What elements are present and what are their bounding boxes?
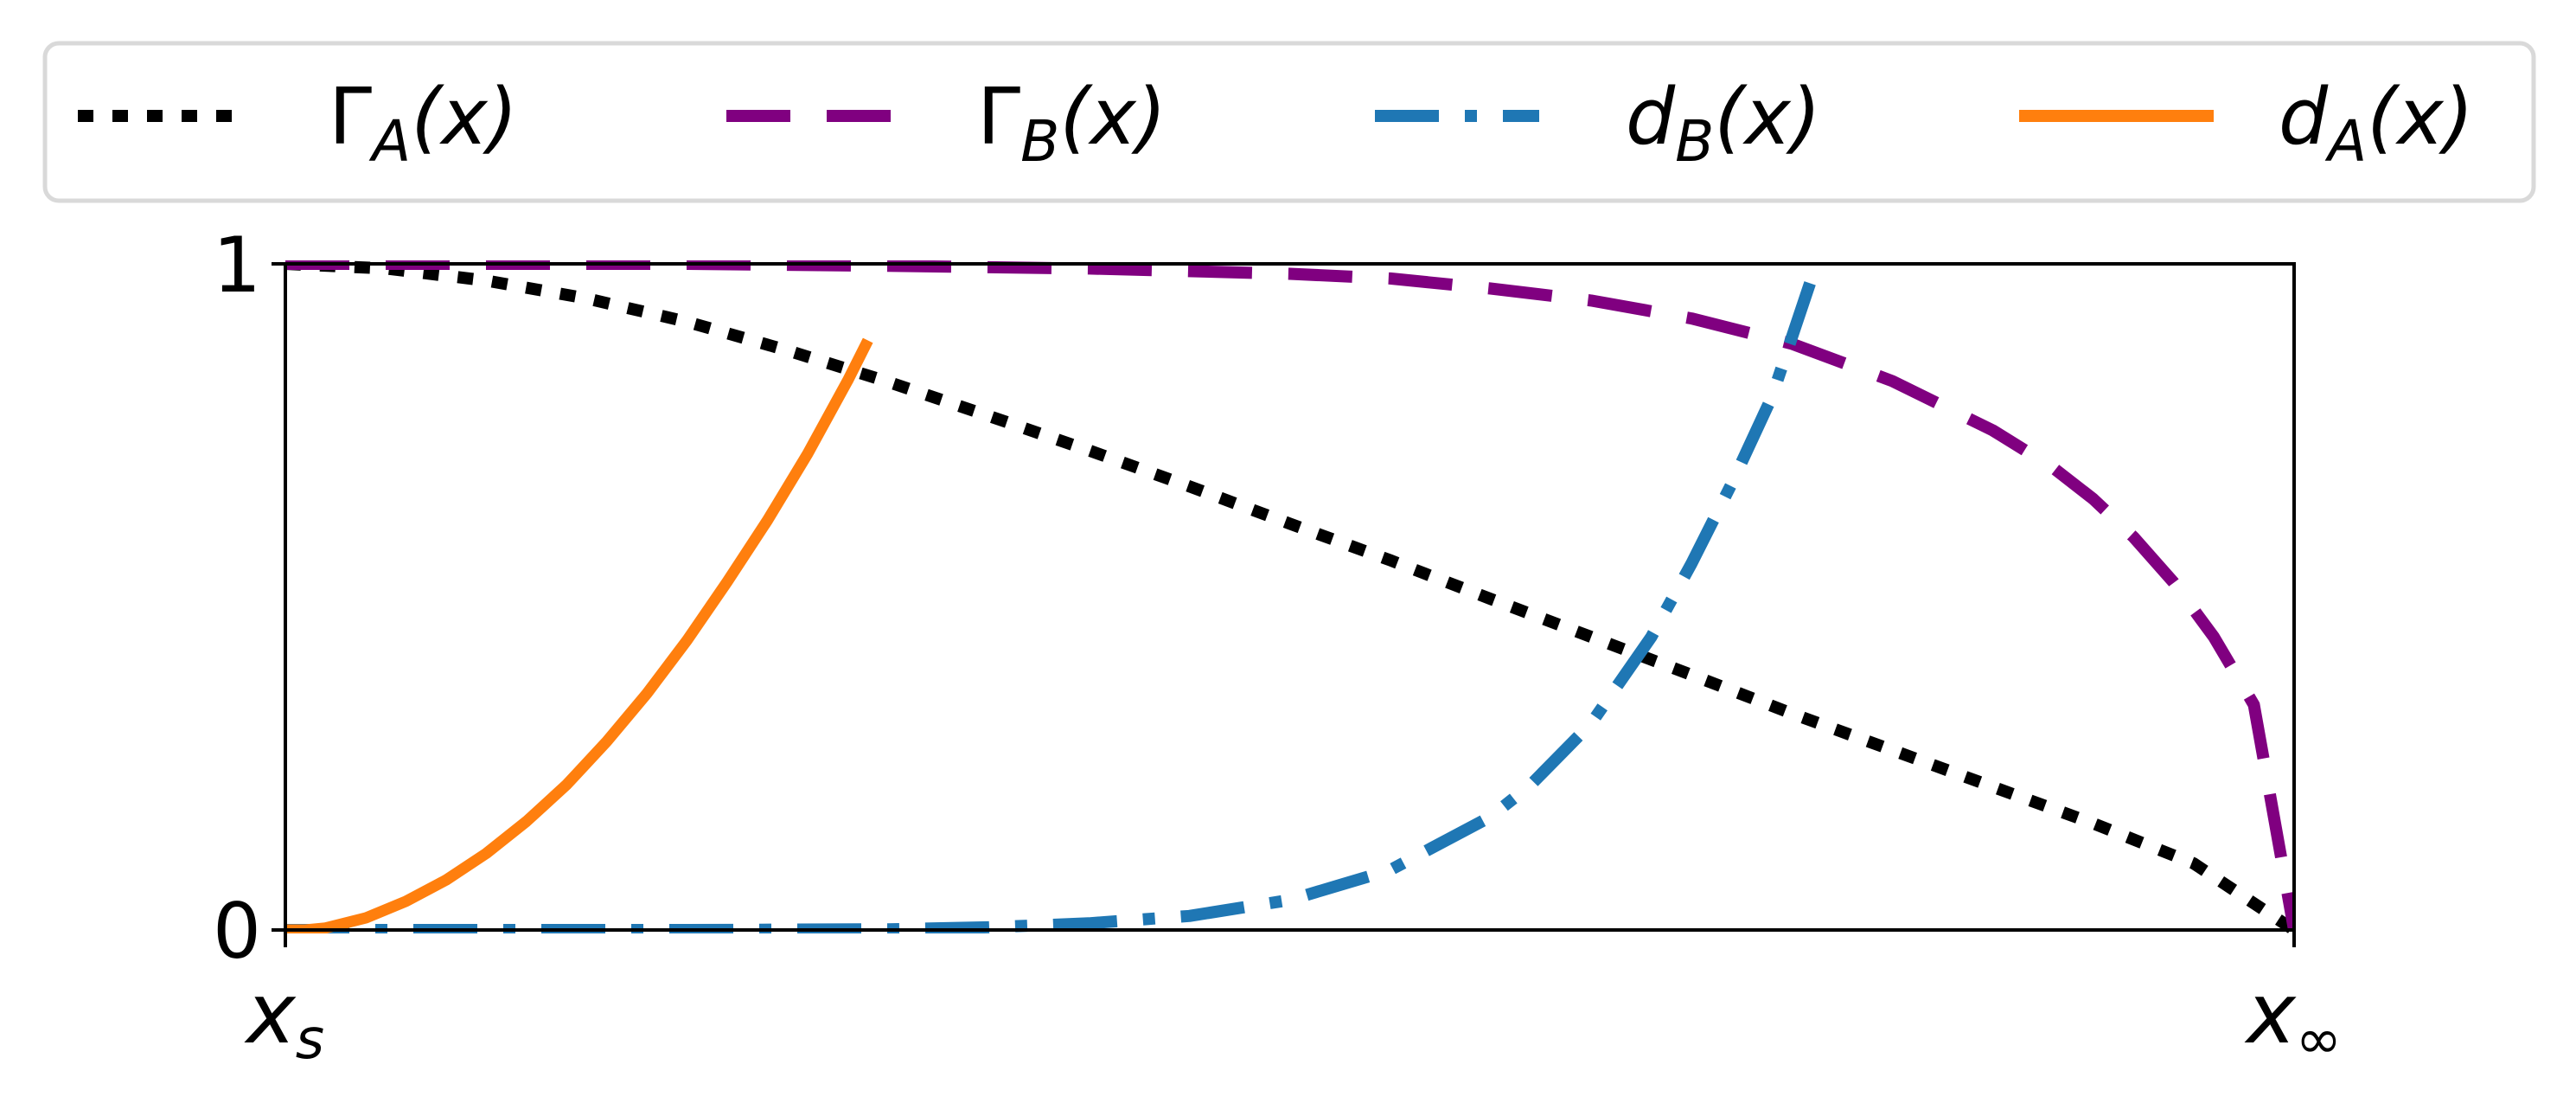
legend-entry-2: dB(x) <box>1375 72 1821 175</box>
axes-frame <box>284 262 2296 932</box>
x-tick-label: x∞ <box>2244 965 2342 1072</box>
legend-label: dB(x) <box>1626 72 1821 175</box>
x-tick-label: xs <box>244 965 324 1072</box>
series-line-3 <box>285 337 873 933</box>
series-line-1 <box>285 260 2294 932</box>
legend-frame <box>42 41 2536 203</box>
legend-label: ΓB(x) <box>977 72 1167 175</box>
legend-label: ΓA(x) <box>329 72 518 175</box>
legend-entry-3: dA(x) <box>2019 72 2474 175</box>
plot-area: 0 1 xs x∞ <box>213 221 2342 1072</box>
legend-entry-1: ΓB(x) <box>726 72 1167 175</box>
legend: ΓA(x) ΓB(x) dB(x) dA(x) <box>42 41 2536 203</box>
series-layer <box>285 260 2294 933</box>
legend-entry-0: ΓA(x) <box>78 72 518 175</box>
series-line-0 <box>285 260 2294 933</box>
y-tick-label: 0 <box>213 887 261 976</box>
legend-label: dA(x) <box>2279 72 2474 175</box>
y-tick-label: 1 <box>213 221 261 310</box>
